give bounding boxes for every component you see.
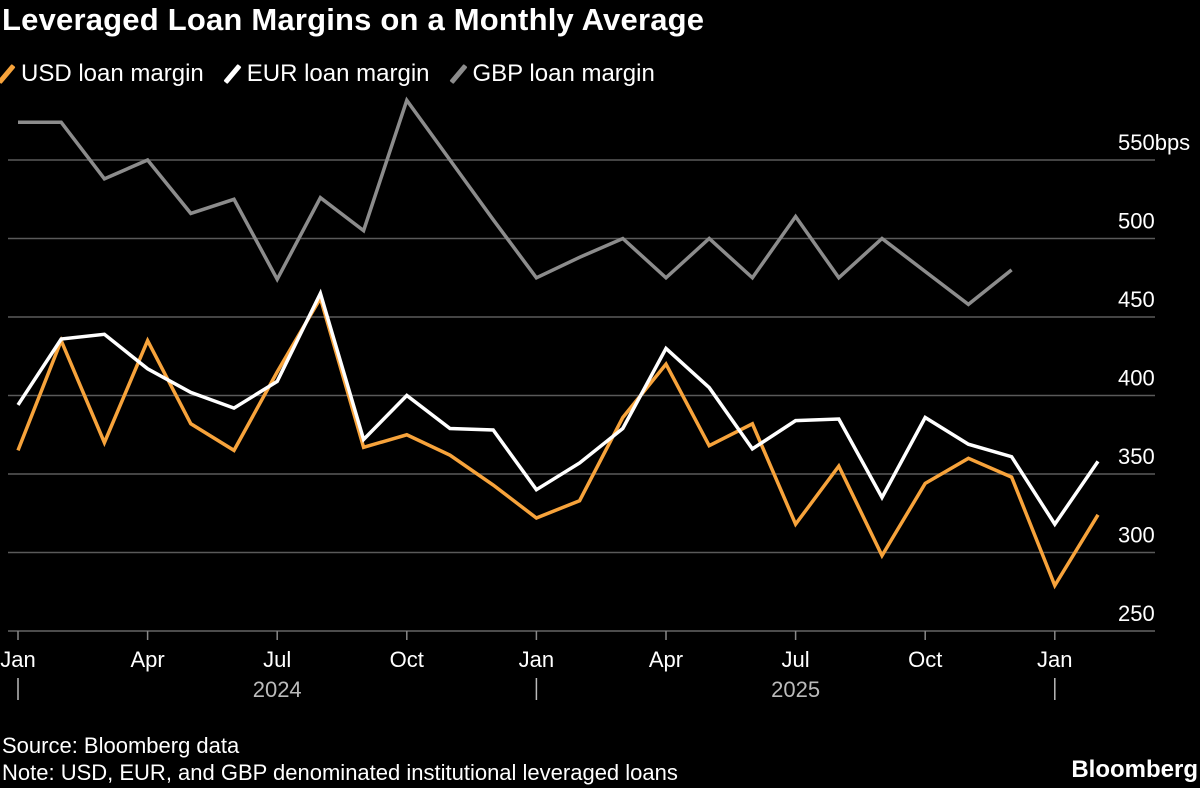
y-tick-label-500: 500	[1118, 209, 1155, 234]
y-tick-label-250: 250	[1118, 601, 1155, 626]
legend-item-eur: EUR loan margin	[223, 60, 430, 88]
series-line-eur	[16, 288, 1100, 528]
series-line-gbp	[18, 96, 1013, 307]
x-tick-label-8: Jan	[1037, 647, 1072, 672]
year-label-2024: 2024	[253, 677, 302, 702]
x-tick-label-2: Jul	[263, 647, 291, 672]
x-tick-label-6: Jul	[782, 647, 810, 672]
x-tick-label-5: Apr	[649, 647, 683, 672]
x-tick-label-7: Oct	[908, 647, 942, 672]
y-tick-label-300: 300	[1118, 523, 1155, 548]
year-label-2025: 2025	[771, 677, 820, 702]
source-note: Source: Bloomberg data	[2, 733, 240, 758]
y-tick-label-350: 350	[1118, 444, 1155, 469]
y-tick-label-450: 450	[1118, 287, 1155, 312]
legend-label-eur: EUR loan margin	[246, 60, 430, 87]
y-tick-label-550: 550bps	[1118, 130, 1190, 155]
legend-item-gbp: GBP loan margin	[449, 60, 655, 88]
legend: USD loan margin EUR loan margin GBP loan…	[0, 60, 655, 88]
series-line-usd	[16, 293, 1100, 590]
x-tick-label-4: Jan	[519, 647, 554, 672]
y-tick-label-400: 400	[1118, 366, 1155, 391]
legend-item-usd: USD loan margin	[0, 60, 204, 88]
legend-label-gbp: GBP loan margin	[472, 60, 655, 87]
footnote: Note: USD, EUR, and GBP denominated inst…	[2, 760, 678, 785]
x-tick-label-1: Apr	[130, 647, 164, 672]
legend-label-usd: USD loan margin	[21, 60, 204, 87]
bloomberg-logo: Bloomberg	[1071, 756, 1198, 783]
x-tick-label-0: Jan	[0, 647, 35, 672]
chart-title: Leveraged Loan Margins on a Monthly Aver…	[2, 2, 705, 37]
x-tick-label-3: Oct	[390, 647, 424, 672]
